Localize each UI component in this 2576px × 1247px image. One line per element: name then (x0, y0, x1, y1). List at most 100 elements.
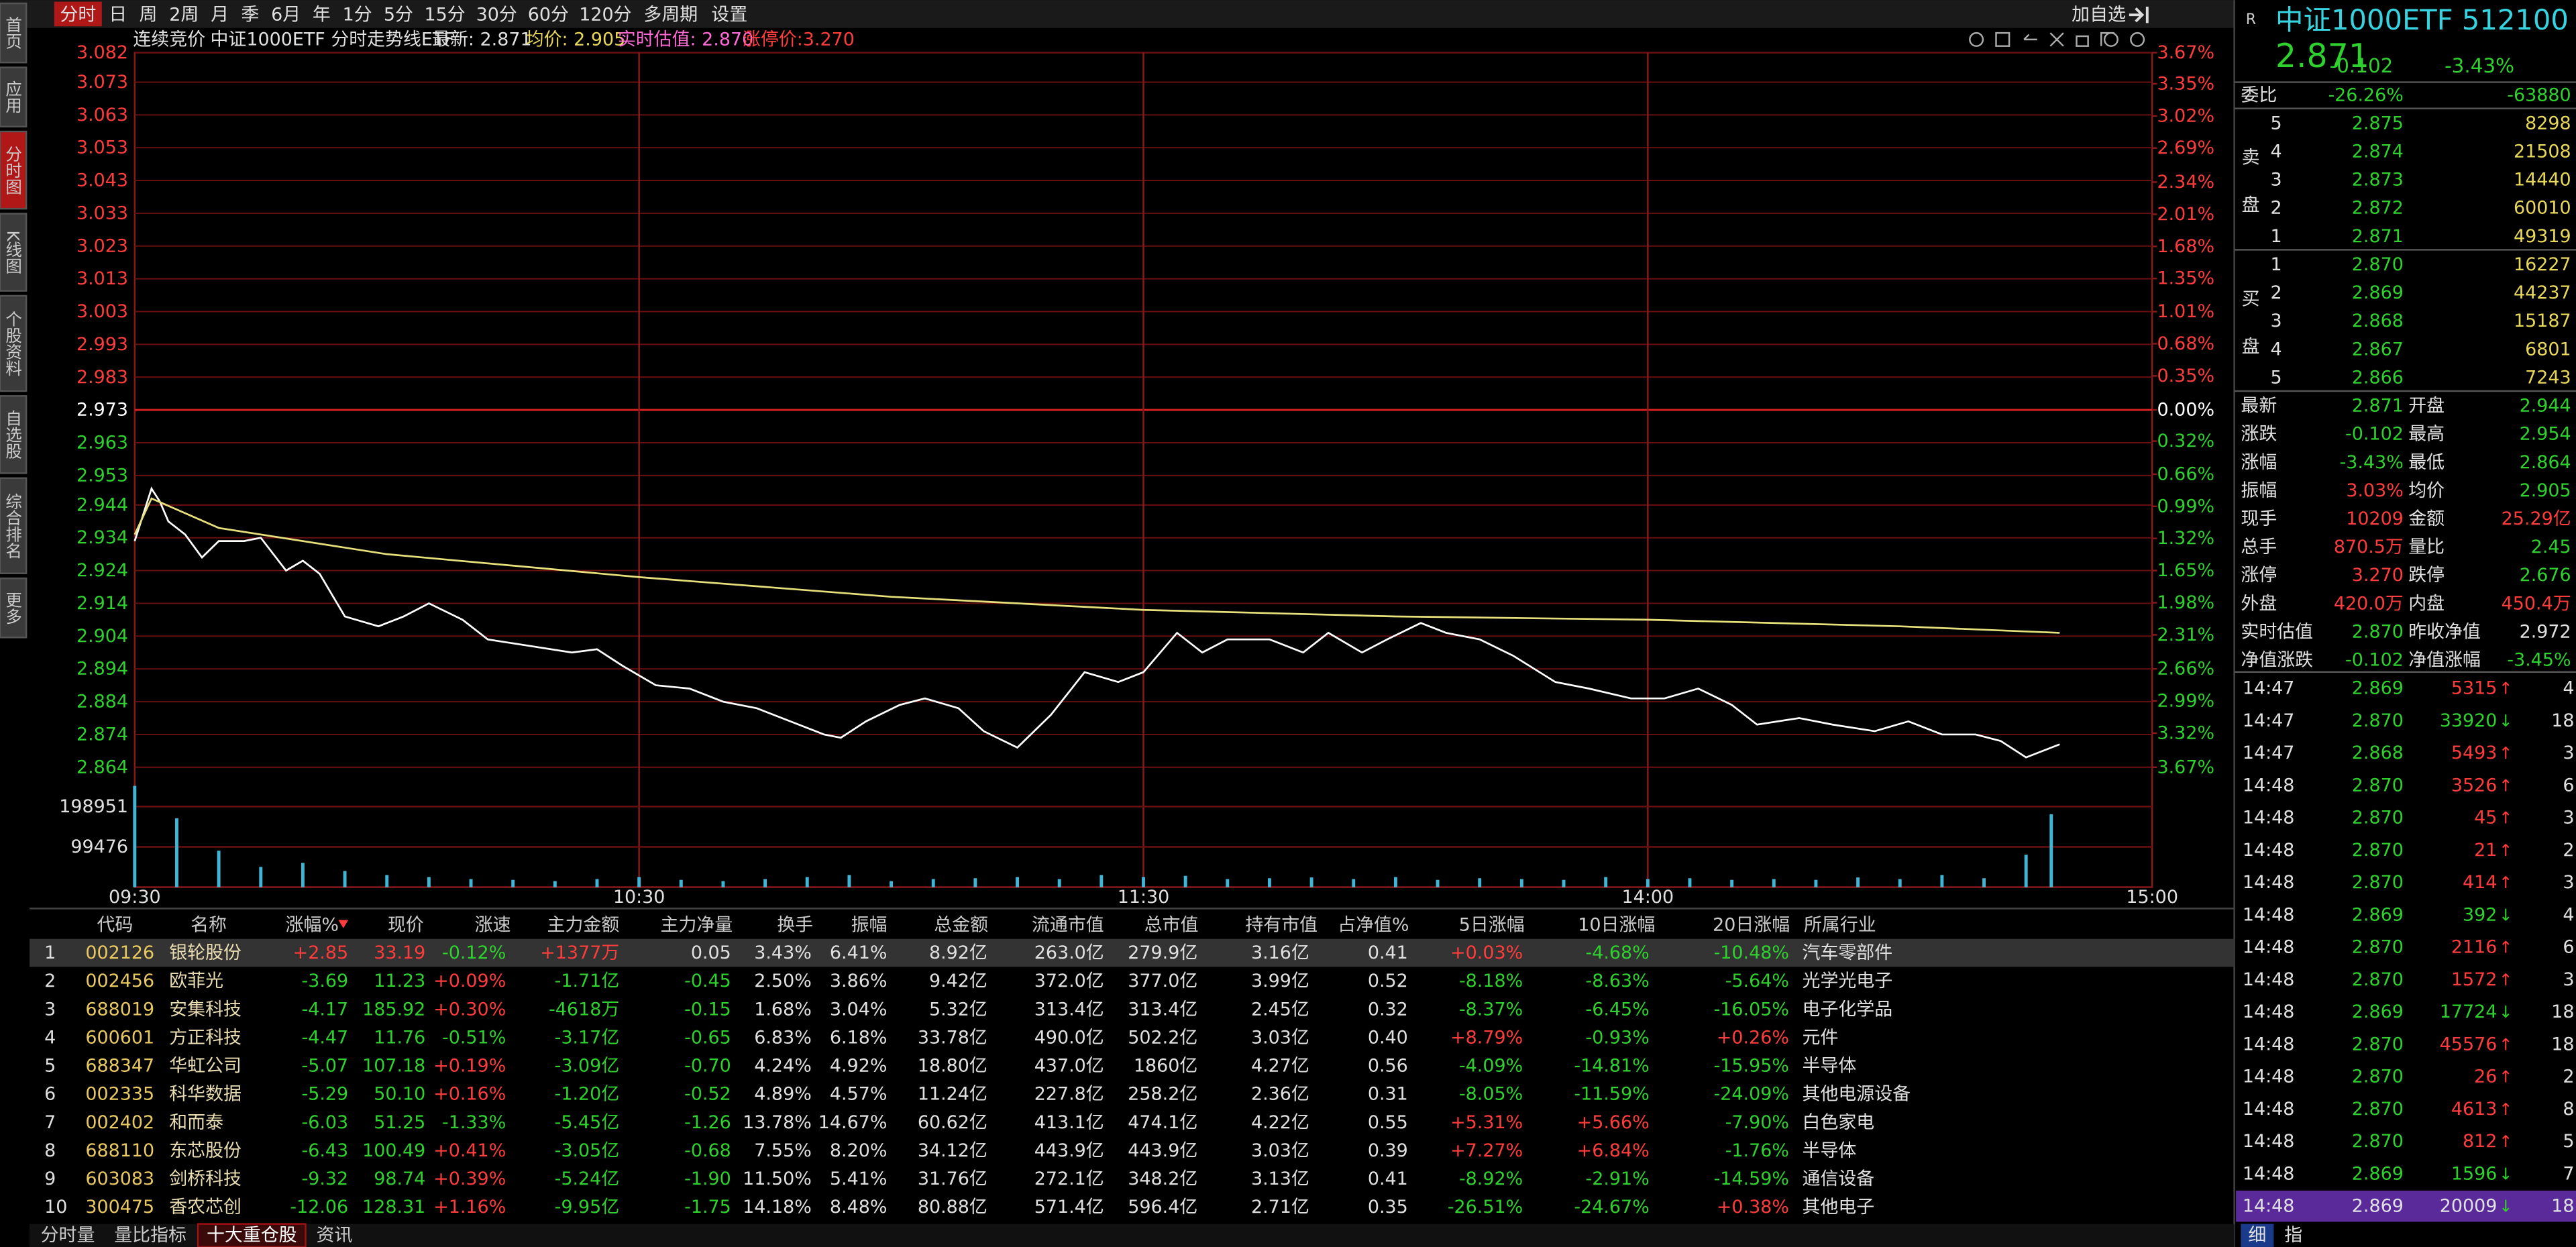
table-header[interactable]: 占净值% (1338, 914, 1409, 935)
y-tick-label: 2.963 (76, 432, 128, 453)
table-cell[interactable]: 688019 (85, 999, 154, 1020)
table-header[interactable]: 5日涨幅 (1459, 914, 1525, 935)
table-cell[interactable]: 香农芯创 (169, 1197, 241, 1217)
table-cell[interactable]: 002456 (85, 971, 154, 991)
table-header[interactable]: 振幅 (851, 914, 888, 935)
sidebar-button[interactable]: K线图 (3, 231, 23, 274)
lock-icon[interactable] (2076, 35, 2089, 47)
table-header[interactable]: 现价 (388, 914, 424, 935)
table-header[interactable]: 主力金额 (547, 914, 620, 935)
table-cell[interactable]: 4 (44, 1027, 56, 1048)
table-cell: 571.4亿 (1034, 1197, 1104, 1217)
panel-tab[interactable]: 细 (2248, 1225, 2266, 1246)
toolbar-tab[interactable]: 30分 (476, 5, 517, 25)
table-header[interactable]: 10日涨幅 (1578, 914, 1655, 935)
toolbar-tab[interactable]: 分时 (60, 5, 96, 25)
table-cell[interactable]: 688347 (85, 1056, 154, 1077)
bottom-tab[interactable]: 量比指标 (114, 1225, 186, 1246)
toolbar-tab[interactable]: 季 (241, 5, 259, 25)
tick-time: 14:48 (2243, 1001, 2295, 1022)
sidebar-button[interactable]: 个股资料 (3, 311, 23, 376)
tick-price: 2.870 (2352, 710, 2404, 731)
table-header[interactable]: 流通市值 (1032, 914, 1104, 935)
table-header[interactable]: 换手 (777, 914, 813, 935)
expand-icon[interactable] (2129, 6, 2149, 23)
table-cell[interactable]: 6 (44, 1084, 56, 1105)
zoom-out-icon[interactable] (2130, 32, 2145, 47)
table-header[interactable]: 涨速 (475, 914, 511, 935)
table-cell[interactable]: 欧菲光 (169, 971, 223, 991)
toolbar-tab[interactable]: 120分 (579, 5, 631, 25)
table-cell: 1.68% (754, 999, 812, 1020)
table-cell: 其他电源设备 (1803, 1084, 1911, 1105)
stat-label: 净值涨幅 (2408, 650, 2481, 671)
table-cell[interactable]: 8 (44, 1140, 56, 1161)
toolbar-tab[interactable]: 15分 (424, 5, 465, 25)
table-header[interactable]: 20日涨幅 (1713, 914, 1790, 935)
table-cell[interactable]: 银轮股份 (169, 942, 241, 963)
sidebar-button[interactable]: 更多 (3, 592, 23, 625)
toolbar-tab[interactable]: 6月 (271, 5, 301, 25)
table-cell[interactable]: 002335 (85, 1084, 154, 1105)
table-cell[interactable]: 300475 (85, 1197, 154, 1217)
sidebar-button[interactable]: 分时图 (3, 145, 23, 195)
table-cell[interactable]: 7 (44, 1112, 56, 1133)
toolbar-tab[interactable]: 60分 (528, 5, 569, 25)
zoom-in-icon[interactable] (2103, 32, 2118, 47)
bottom-tab[interactable]: 分时量 (41, 1225, 95, 1246)
table-header[interactable]: 持有市值 (1245, 914, 1318, 935)
table-cell[interactable]: 方正科技 (169, 1027, 241, 1048)
volume-bar (133, 785, 137, 887)
table-header[interactable]: 代码 (97, 914, 133, 935)
table-cell[interactable]: 5 (44, 1056, 56, 1077)
sidebar-button[interactable]: 自选股 (3, 410, 23, 459)
table-cell[interactable]: 9 (44, 1169, 56, 1189)
panel-tab[interactable]: 指 (2284, 1225, 2302, 1246)
toolbar-tab[interactable]: 日 (109, 5, 127, 25)
toolbar-tab[interactable]: 周 (140, 5, 158, 25)
toolbar-tab[interactable]: 年 (313, 5, 331, 25)
table-cell[interactable]: 3 (44, 999, 56, 1020)
sidebar-button[interactable]: 首页 (3, 16, 23, 49)
bottom-tab[interactable]: 十大重仓股 (207, 1225, 297, 1246)
table-cell[interactable]: 2 (44, 971, 56, 991)
sidebar-button[interactable]: 综合排名 (3, 492, 23, 558)
cut-icon[interactable] (2049, 32, 2064, 47)
toolbar-tab[interactable]: 5分 (384, 5, 413, 25)
tick-count: 18 (2551, 1001, 2574, 1022)
table-cell[interactable]: 科华数据 (169, 1084, 241, 1105)
bottom-tab[interactable]: 资讯 (316, 1225, 352, 1246)
eye-icon[interactable] (1969, 32, 1984, 47)
toolbar-tab[interactable]: 2周 (169, 5, 199, 25)
table-cell: 0.40 (1368, 1027, 1408, 1048)
toolbar-tab[interactable]: 设置 (711, 5, 747, 25)
table-header[interactable]: 所属行业 (1804, 914, 1876, 935)
table-cell[interactable]: 600601 (85, 1027, 154, 1048)
volume-bar (1057, 879, 1061, 887)
toolbar-tab[interactable]: 1分 (343, 5, 372, 25)
undo-icon[interactable] (2023, 34, 2037, 41)
sidebar-button[interactable]: 应用 (3, 80, 23, 113)
table-cell[interactable]: 华虹公司 (169, 1056, 241, 1077)
table-cell[interactable]: 002402 (85, 1112, 154, 1133)
table-cell[interactable]: 1 (44, 942, 56, 963)
table-cell: +1.16% (433, 1197, 506, 1217)
table-cell[interactable]: 002126 (85, 942, 154, 963)
sidebar-button-bg (0, 294, 28, 392)
table-cell[interactable]: 和而泰 (169, 1112, 223, 1133)
add-watch-button[interactable]: 加自选 (2072, 5, 2126, 25)
table-header[interactable]: 涨幅% (286, 914, 339, 935)
table-header[interactable]: 主力净量 (661, 914, 733, 935)
table-cell[interactable]: 安集科技 (169, 999, 241, 1020)
table-cell[interactable]: 10 (44, 1197, 67, 1217)
table-cell[interactable]: 东芯股份 (169, 1140, 241, 1161)
table-header[interactable]: 总市值 (1144, 914, 1199, 935)
toolbar-tab[interactable]: 多周期 (643, 5, 698, 25)
toolbar-tab[interactable]: 月 (211, 5, 229, 25)
table-cell[interactable]: 剑桥科技 (169, 1169, 241, 1189)
table-cell[interactable]: 688110 (85, 1140, 154, 1161)
table-header[interactable]: 名称 (191, 914, 227, 935)
hand-icon[interactable] (1995, 32, 2010, 47)
table-header[interactable]: 总金额 (934, 914, 988, 935)
table-cell[interactable]: 603083 (85, 1169, 154, 1189)
